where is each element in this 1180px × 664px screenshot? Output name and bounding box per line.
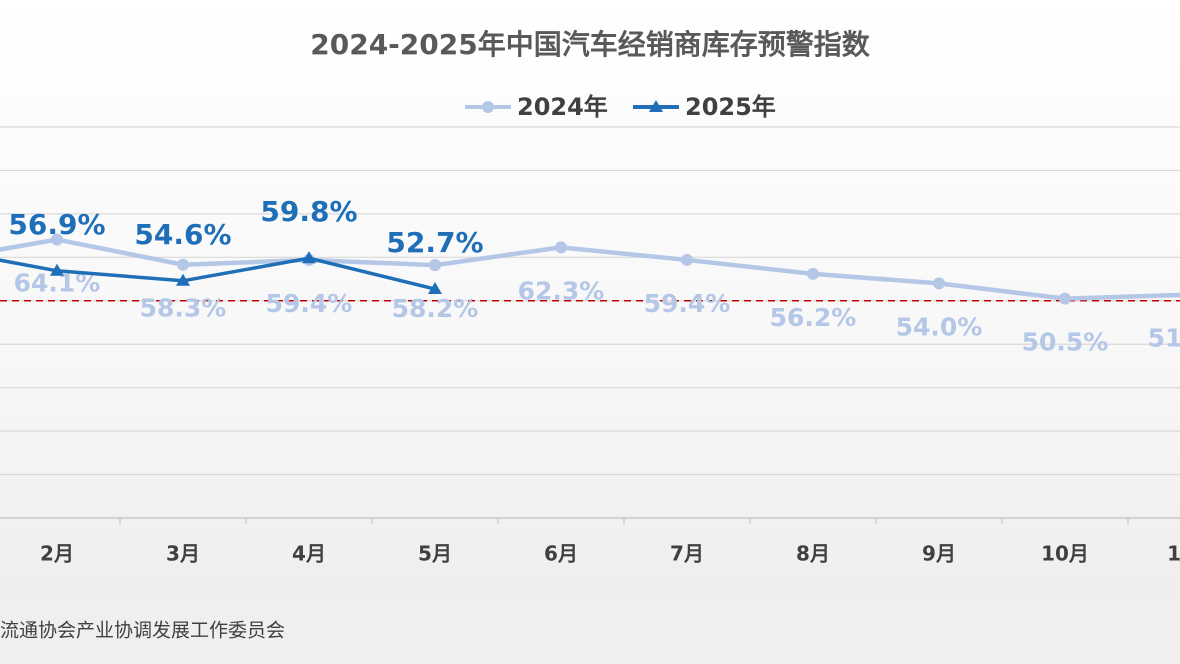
marker: [933, 277, 945, 290]
x-tick-label: 11月: [1167, 542, 1180, 566]
marker: [428, 282, 442, 295]
data-label: 62.3%: [518, 276, 605, 305]
legend-label: 2025年: [685, 93, 776, 121]
marker: [51, 233, 63, 246]
data-label: 54.0%: [896, 312, 983, 341]
marker: [681, 253, 693, 266]
data-label: 59.4%: [266, 289, 353, 318]
legend-marker: [649, 100, 663, 112]
x-tick-label: 8月: [796, 542, 830, 566]
data-label: 51.4%: [1148, 324, 1180, 353]
marker: [807, 267, 819, 280]
marker: [555, 241, 567, 254]
data-label: 58.3%: [140, 294, 227, 323]
marker: [50, 263, 64, 276]
x-tick-label: 10月: [1041, 542, 1089, 566]
x-tick-label: 9月: [922, 542, 956, 566]
marker: [429, 259, 441, 272]
data-label: 54.6%: [134, 218, 231, 251]
data-label: 59.4%: [644, 289, 731, 318]
marker: [1059, 292, 1071, 305]
data-label: 58.2%: [392, 294, 479, 323]
x-tick-label: 2月: [40, 542, 74, 566]
marker: [176, 273, 190, 286]
x-tick-label: 3月: [166, 542, 200, 566]
background: [0, 0, 1180, 600]
data-label: 56.9%: [8, 208, 105, 241]
source: 流通协会产业协调发展工作委员会: [0, 620, 285, 642]
data-label: 52.7%: [386, 226, 483, 259]
data-label: 50.5%: [1022, 328, 1109, 357]
footer-band: [0, 600, 1180, 664]
legend-label: 2024年: [517, 93, 608, 121]
x-tick-label: 6月: [544, 542, 578, 566]
marker: [302, 251, 316, 264]
x-tick-label: 5月: [418, 542, 452, 566]
data-label: 56.2%: [770, 303, 857, 332]
x-tick-label: 7月: [670, 542, 704, 566]
legend-marker: [482, 101, 494, 113]
chart-title: 2024-2025年中国汽车经销商库存预警指数: [310, 28, 870, 61]
marker: [177, 258, 189, 271]
x-tick-label: 4月: [292, 542, 326, 566]
data-label: 59.8%: [260, 195, 357, 228]
